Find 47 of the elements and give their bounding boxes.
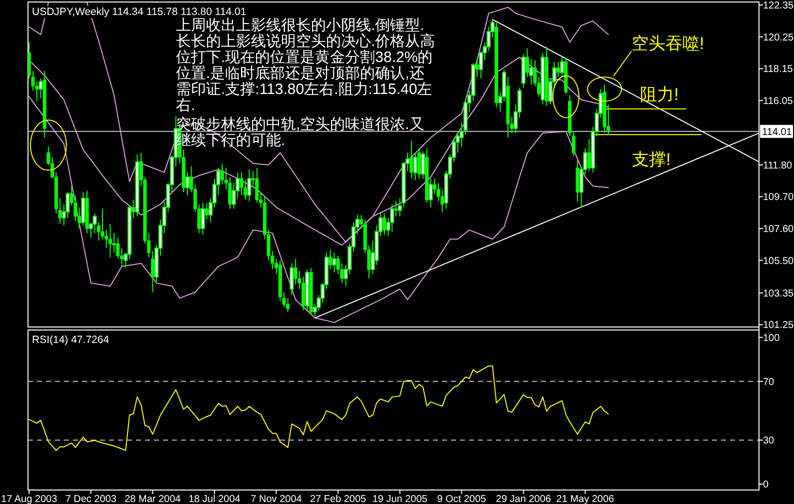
x-tick-label: 17 Aug 2003 [1, 494, 58, 504]
y-tick-label: 101.25 [763, 320, 794, 332]
candlestick [294, 258, 298, 286]
candlestick [413, 152, 418, 181]
x-tick-label: 21 May 2006 [556, 494, 615, 504]
y-tick-label: 109.70 [763, 192, 794, 204]
y-tick-label: 70 [763, 376, 775, 388]
candlestick [108, 223, 112, 258]
x-tick-label: 28 Mar 2004 [124, 494, 182, 504]
y-tick-label: 107.60 [763, 224, 794, 236]
y-tick-label: 120.25 [763, 32, 794, 44]
x-tick-label: 19 Jun 2005 [372, 494, 428, 504]
chart-title: USDJPY,Weekly 114.34 115.78 113.80 114.01 [32, 6, 246, 18]
y-tick-label: 0 [763, 480, 769, 491]
x-tick-label: 9 Oct 2005 [437, 494, 487, 504]
x-tick-label: 18 Jul 2004 [188, 494, 241, 504]
candlestick [390, 204, 394, 232]
candlestick [240, 172, 244, 196]
candlestick [247, 168, 252, 202]
candlestick [220, 162, 224, 186]
y-tick-label: 116.05 [763, 96, 794, 107]
y-tick-label: 105.50 [763, 256, 794, 267]
candlestick [200, 202, 205, 236]
y-tick-label: 122.35 [763, 0, 794, 12]
y-tick-label: 30 [763, 436, 775, 447]
x-tick-label: 29 Jan 2006 [496, 494, 552, 504]
y-tick-label: 103.35 [763, 288, 794, 300]
annotation: 上周收出上影线很长的小阴线.倒锤型.长长的上影线说明空头的决心.价格从高位打下.现在的位置是黄金分割38.2%的位置.是临时底部还是对顶部的确认,还需印证.支撑:113.80左右.阻力:115.40左右. [176, 17, 436, 114]
chart-title: RSI(14) 47.7264 [32, 334, 110, 346]
ref-line-label: 114.01 [762, 126, 792, 138]
x-tick-label: 27 Feb 2005 [310, 494, 367, 504]
candlestick [382, 212, 386, 236]
x-tick-label: 7 Dec 2003 [65, 494, 117, 504]
annotation: 阻力! [640, 85, 679, 104]
line-series [28, 96, 609, 323]
line-series [28, 365, 609, 451]
y-tick-label: 100 [763, 332, 780, 344]
y-tick-label: 111.80 [763, 160, 793, 172]
candlestick [410, 140, 414, 180]
annotation: 空头吞噬! [632, 34, 704, 54]
x-tick-label: 7 Nov 2004 [250, 494, 302, 504]
annotation: 支撑! [632, 150, 671, 169]
candlestick [332, 252, 336, 273]
candlestick [417, 148, 421, 180]
candlestick [290, 262, 294, 296]
y-tick-label: 118.15 [763, 64, 794, 76]
candlestick [255, 167, 259, 204]
